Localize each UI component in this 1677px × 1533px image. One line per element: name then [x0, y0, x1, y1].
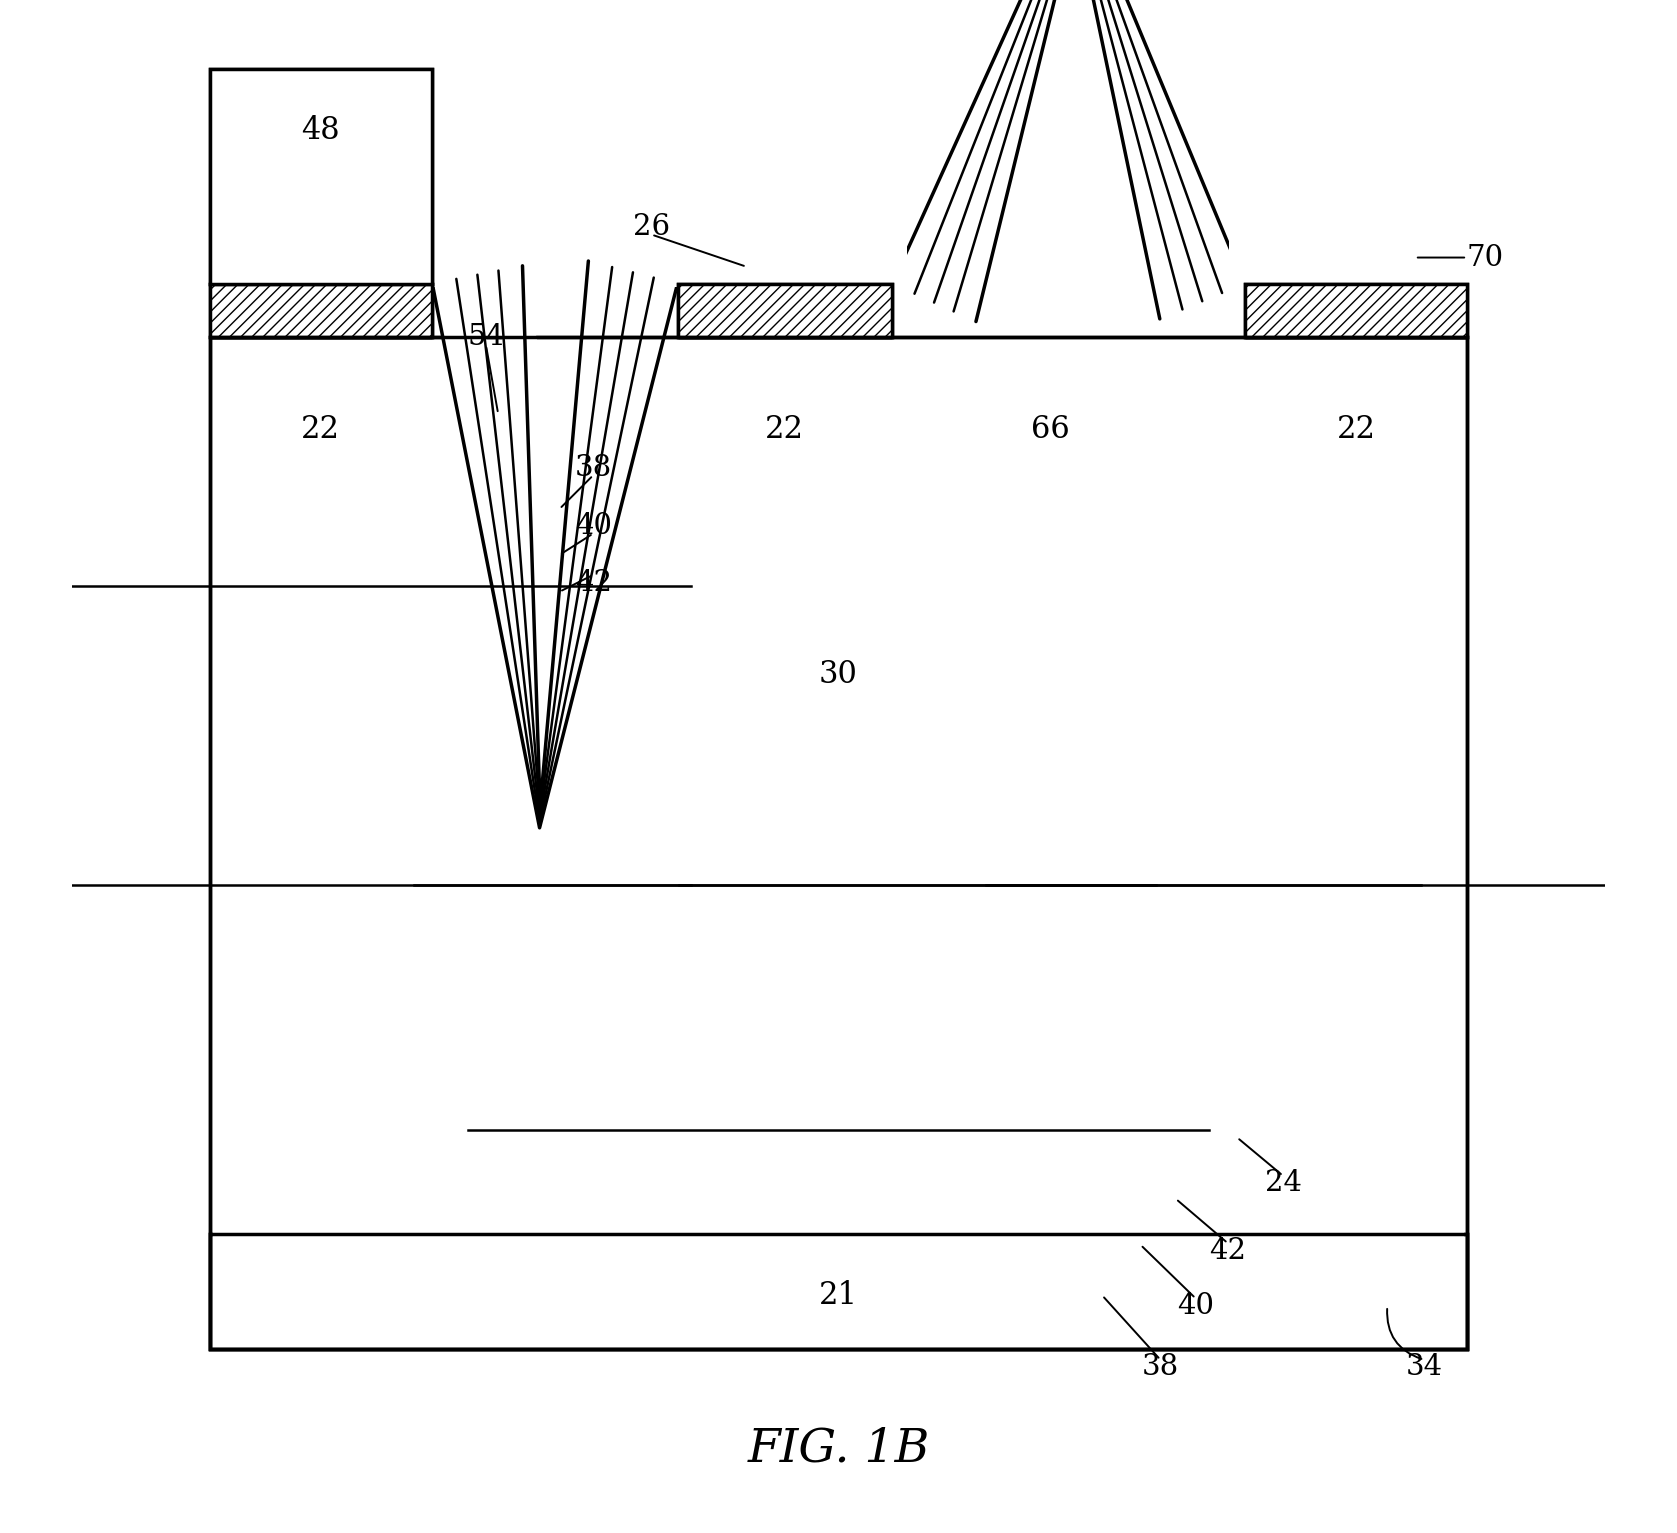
Text: 21: 21: [818, 1280, 859, 1311]
Text: 54: 54: [468, 323, 505, 351]
Text: 40: 40: [575, 512, 612, 540]
Bar: [678, 284, 892, 337]
Text: 38: 38: [575, 454, 612, 481]
Text: 22: 22: [300, 414, 340, 445]
Text: 38: 38: [1142, 1354, 1179, 1381]
Text: 22: 22: [765, 414, 805, 445]
Text: 42: 42: [1209, 1237, 1246, 1265]
Polygon shape: [433, 265, 631, 828]
Bar: [1244, 284, 1467, 337]
Bar: [213, 340, 1464, 1346]
Text: 26: 26: [632, 213, 671, 241]
Bar: [210, 1234, 1467, 1349]
Bar: [210, 69, 433, 284]
Polygon shape: [991, 0, 1244, 319]
Text: FIG. 1B: FIG. 1B: [748, 1426, 929, 1472]
Text: 30: 30: [818, 659, 859, 690]
Text: 34: 34: [1405, 1354, 1442, 1381]
Bar: [1244, 284, 1467, 337]
Text: 42: 42: [575, 569, 612, 596]
Bar: [678, 284, 892, 337]
Text: 22: 22: [1337, 414, 1377, 445]
Bar: [662, 0, 907, 287]
Bar: [210, 284, 433, 337]
Bar: [210, 337, 1467, 1349]
Bar: [195, 57, 448, 287]
Bar: [210, 337, 1467, 1349]
Bar: [210, 284, 433, 337]
Text: 70: 70: [1467, 244, 1504, 271]
Bar: [210, 1234, 1467, 1349]
Text: 66: 66: [1031, 414, 1070, 445]
Bar: [1229, 0, 1482, 287]
Text: 48: 48: [302, 115, 340, 146]
Bar: [210, 69, 433, 284]
Text: 40: 40: [1177, 1292, 1214, 1320]
Text: 24: 24: [1264, 1170, 1301, 1197]
